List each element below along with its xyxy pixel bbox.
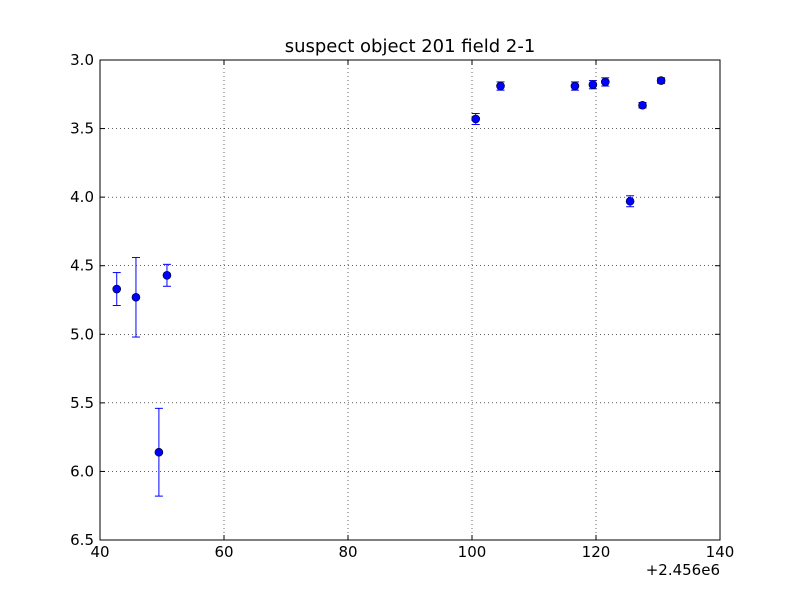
data-point: [600, 77, 610, 87]
x-tick-label: 140: [706, 543, 735, 561]
ticks: [99, 59, 721, 541]
data-point: [588, 80, 598, 89]
y-tick-label: 6.5: [70, 531, 94, 549]
data-point: [570, 81, 580, 91]
y-tick-label: 4.5: [70, 257, 94, 275]
y-tick-label: 3.5: [70, 120, 94, 138]
x-tick-label: 120: [582, 543, 611, 561]
grid: [100, 60, 720, 540]
x-offset-label: +2.456e6: [646, 561, 720, 579]
data-point: [131, 292, 141, 302]
y-tick-label: 6.0: [70, 462, 94, 480]
chart-title: suspect object 201 field 2-1: [285, 36, 536, 57]
data-point: [112, 284, 122, 294]
plot-area: [100, 60, 720, 540]
data-point: [496, 81, 505, 91]
data-markers: [112, 76, 666, 457]
x-tick-label: 80: [338, 543, 357, 561]
data-point: [638, 100, 647, 110]
y-tick-label: 4.0: [70, 188, 94, 206]
y-tick-label: 3.0: [70, 51, 94, 69]
tick-labels: 40 60 80 100 120 140 3.0 3.5 4.0 4.5 5.0 5.5 6.0 6.5: [70, 51, 734, 561]
y-tick-label: 5.0: [70, 325, 94, 343]
data-point: [471, 114, 481, 124]
x-tick-label: 60: [214, 543, 233, 561]
data-point: [625, 196, 635, 206]
x-tick-label: 40: [90, 543, 109, 561]
data-point: [154, 447, 164, 457]
plot-frame: [99, 59, 721, 541]
data-point: [162, 271, 172, 280]
data-point: [656, 76, 666, 85]
x-tick-label: 100: [458, 543, 487, 561]
y-tick-label: 5.5: [70, 394, 94, 412]
